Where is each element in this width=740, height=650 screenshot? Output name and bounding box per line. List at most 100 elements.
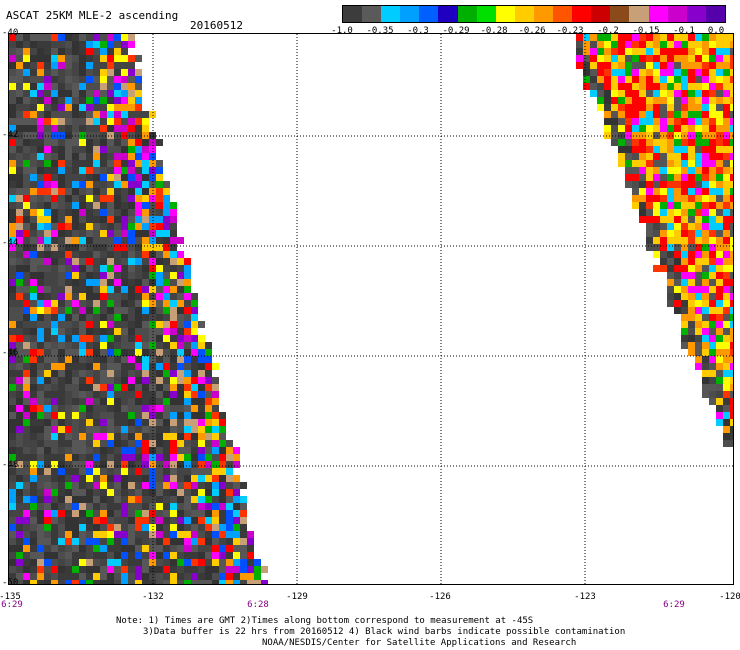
wind-cell [72, 475, 79, 482]
wind-cell [716, 104, 723, 111]
wind-cell [702, 139, 709, 146]
wind-cell [30, 349, 37, 356]
wind-cell [128, 447, 135, 454]
wind-cell [37, 216, 44, 223]
wind-cell [9, 335, 16, 342]
wind-cell [30, 370, 37, 377]
wind-cell [184, 496, 191, 503]
wind-cell [100, 433, 107, 440]
wind-cell [100, 552, 107, 559]
wind-cell [170, 419, 177, 426]
wind-cell [65, 258, 72, 265]
wind-cell [79, 76, 86, 83]
wind-cell [674, 118, 681, 125]
wind-cell [135, 391, 142, 398]
wind-cell [625, 160, 632, 167]
wind-cell [107, 356, 114, 363]
wind-cell [709, 216, 716, 223]
wind-cell [212, 468, 219, 475]
wind-cell [72, 314, 79, 321]
wind-cell [177, 482, 184, 489]
wind-cell [114, 223, 121, 230]
wind-cell [58, 531, 65, 538]
wind-cell [58, 538, 65, 545]
wind-cell [51, 433, 58, 440]
wind-cell [695, 167, 702, 174]
wind-cell [86, 538, 93, 545]
wind-cell [639, 153, 646, 160]
wind-cell [135, 510, 142, 517]
wind-cell [212, 503, 219, 510]
wind-cell [114, 489, 121, 496]
wind-cell [177, 524, 184, 531]
wind-cell [58, 216, 65, 223]
wind-cell [723, 307, 730, 314]
wind-cell [625, 146, 632, 153]
wind-cell [163, 356, 170, 363]
wind-cell [702, 160, 709, 167]
wind-cell [72, 384, 79, 391]
wind-cell [114, 90, 121, 97]
wind-cell [135, 76, 142, 83]
wind-cell [86, 48, 93, 55]
wind-cell [86, 524, 93, 531]
wind-cell [58, 384, 65, 391]
wind-cell [730, 209, 733, 216]
wind-cell [170, 454, 177, 461]
wind-cell [646, 188, 653, 195]
wind-cell [9, 90, 16, 97]
wind-cell [625, 139, 632, 146]
wind-cell [65, 76, 72, 83]
wind-cell [114, 209, 121, 216]
wind-cell [86, 251, 93, 258]
wind-cell [44, 545, 51, 552]
wind-cell [93, 461, 100, 468]
wind-cell [667, 286, 674, 293]
wind-cell [86, 258, 93, 265]
wind-cell [121, 90, 128, 97]
wind-cell [681, 223, 688, 230]
wind-cell [9, 209, 16, 216]
wind-cell [37, 538, 44, 545]
wind-cell [65, 447, 72, 454]
wind-cell [72, 272, 79, 279]
wind-cell [51, 580, 58, 584]
wind-cell [37, 174, 44, 181]
wind-cell [135, 461, 142, 468]
wind-cell [79, 377, 86, 384]
wind-cell [653, 41, 660, 48]
wind-cell [30, 230, 37, 237]
wind-cell [79, 167, 86, 174]
wind-cell [37, 244, 44, 251]
wind-cell [219, 531, 226, 538]
wind-cell [9, 391, 16, 398]
wind-cell [142, 552, 149, 559]
wind-cell [730, 48, 733, 55]
wind-cell [590, 90, 597, 97]
wind-cell [93, 244, 100, 251]
wind-cell [205, 363, 212, 370]
wind-cell [72, 230, 79, 237]
wind-cell [177, 447, 184, 454]
wind-cell [86, 244, 93, 251]
wind-cell [44, 90, 51, 97]
wind-cell [100, 496, 107, 503]
wind-cell [163, 559, 170, 566]
wind-cell [177, 356, 184, 363]
wind-cell [240, 524, 247, 531]
wind-cell [16, 62, 23, 69]
wind-cell [723, 433, 730, 440]
wind-cell [16, 300, 23, 307]
wind-cell [72, 342, 79, 349]
wind-cell [93, 468, 100, 475]
wind-cell [135, 566, 142, 573]
wind-cell [58, 83, 65, 90]
wind-cell [135, 440, 142, 447]
wind-cell [100, 293, 107, 300]
wind-cell [709, 237, 716, 244]
wind-cell [170, 538, 177, 545]
wind-cell [723, 412, 730, 419]
wind-cell [79, 566, 86, 573]
wind-cell [604, 83, 611, 90]
wind-cell [653, 174, 660, 181]
